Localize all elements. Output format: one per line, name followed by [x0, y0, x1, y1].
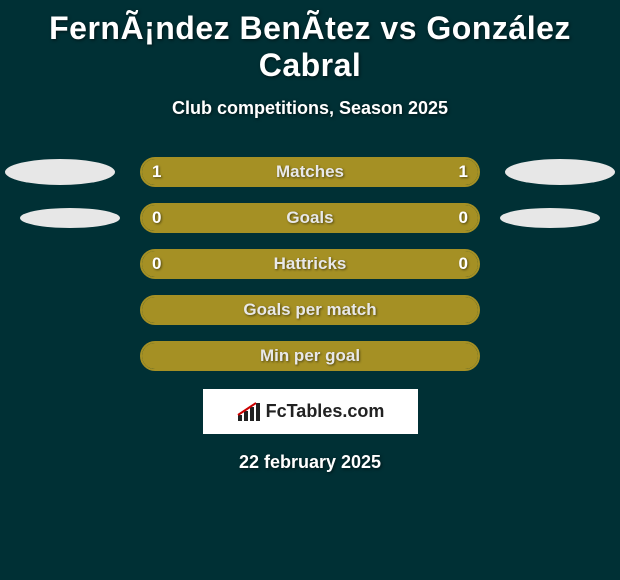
stat-row: 00Hattricks: [0, 249, 620, 279]
logo-text: FcTables.com: [266, 401, 385, 422]
stat-label: Goals per match: [140, 295, 480, 325]
stat-label: Hattricks: [140, 249, 480, 279]
stats-container: 11Matches 00Goals 00Hattricks Goals per mat…: [0, 157, 620, 371]
stat-row: 11Matches: [0, 157, 620, 187]
player-right-ellipse: [500, 208, 600, 228]
chart-icon: [236, 401, 262, 423]
player-right-ellipse: [505, 159, 615, 185]
stat-label: Matches: [140, 157, 480, 187]
date-line: 22 february 2025: [0, 452, 620, 473]
player-left-ellipse: [5, 159, 115, 185]
logo-box: FcTables.com: [203, 389, 418, 434]
stat-label: Goals: [140, 203, 480, 233]
page-title: FernÃ¡ndez BenÃ­tez vs González Cabral: [0, 0, 620, 84]
stat-row: Min per goal: [0, 341, 620, 371]
player-left-ellipse: [20, 208, 120, 228]
stat-row: 00Goals: [0, 203, 620, 233]
stat-label: Min per goal: [140, 341, 480, 371]
subtitle: Club competitions, Season 2025: [0, 98, 620, 119]
stat-row: Goals per match: [0, 295, 620, 325]
